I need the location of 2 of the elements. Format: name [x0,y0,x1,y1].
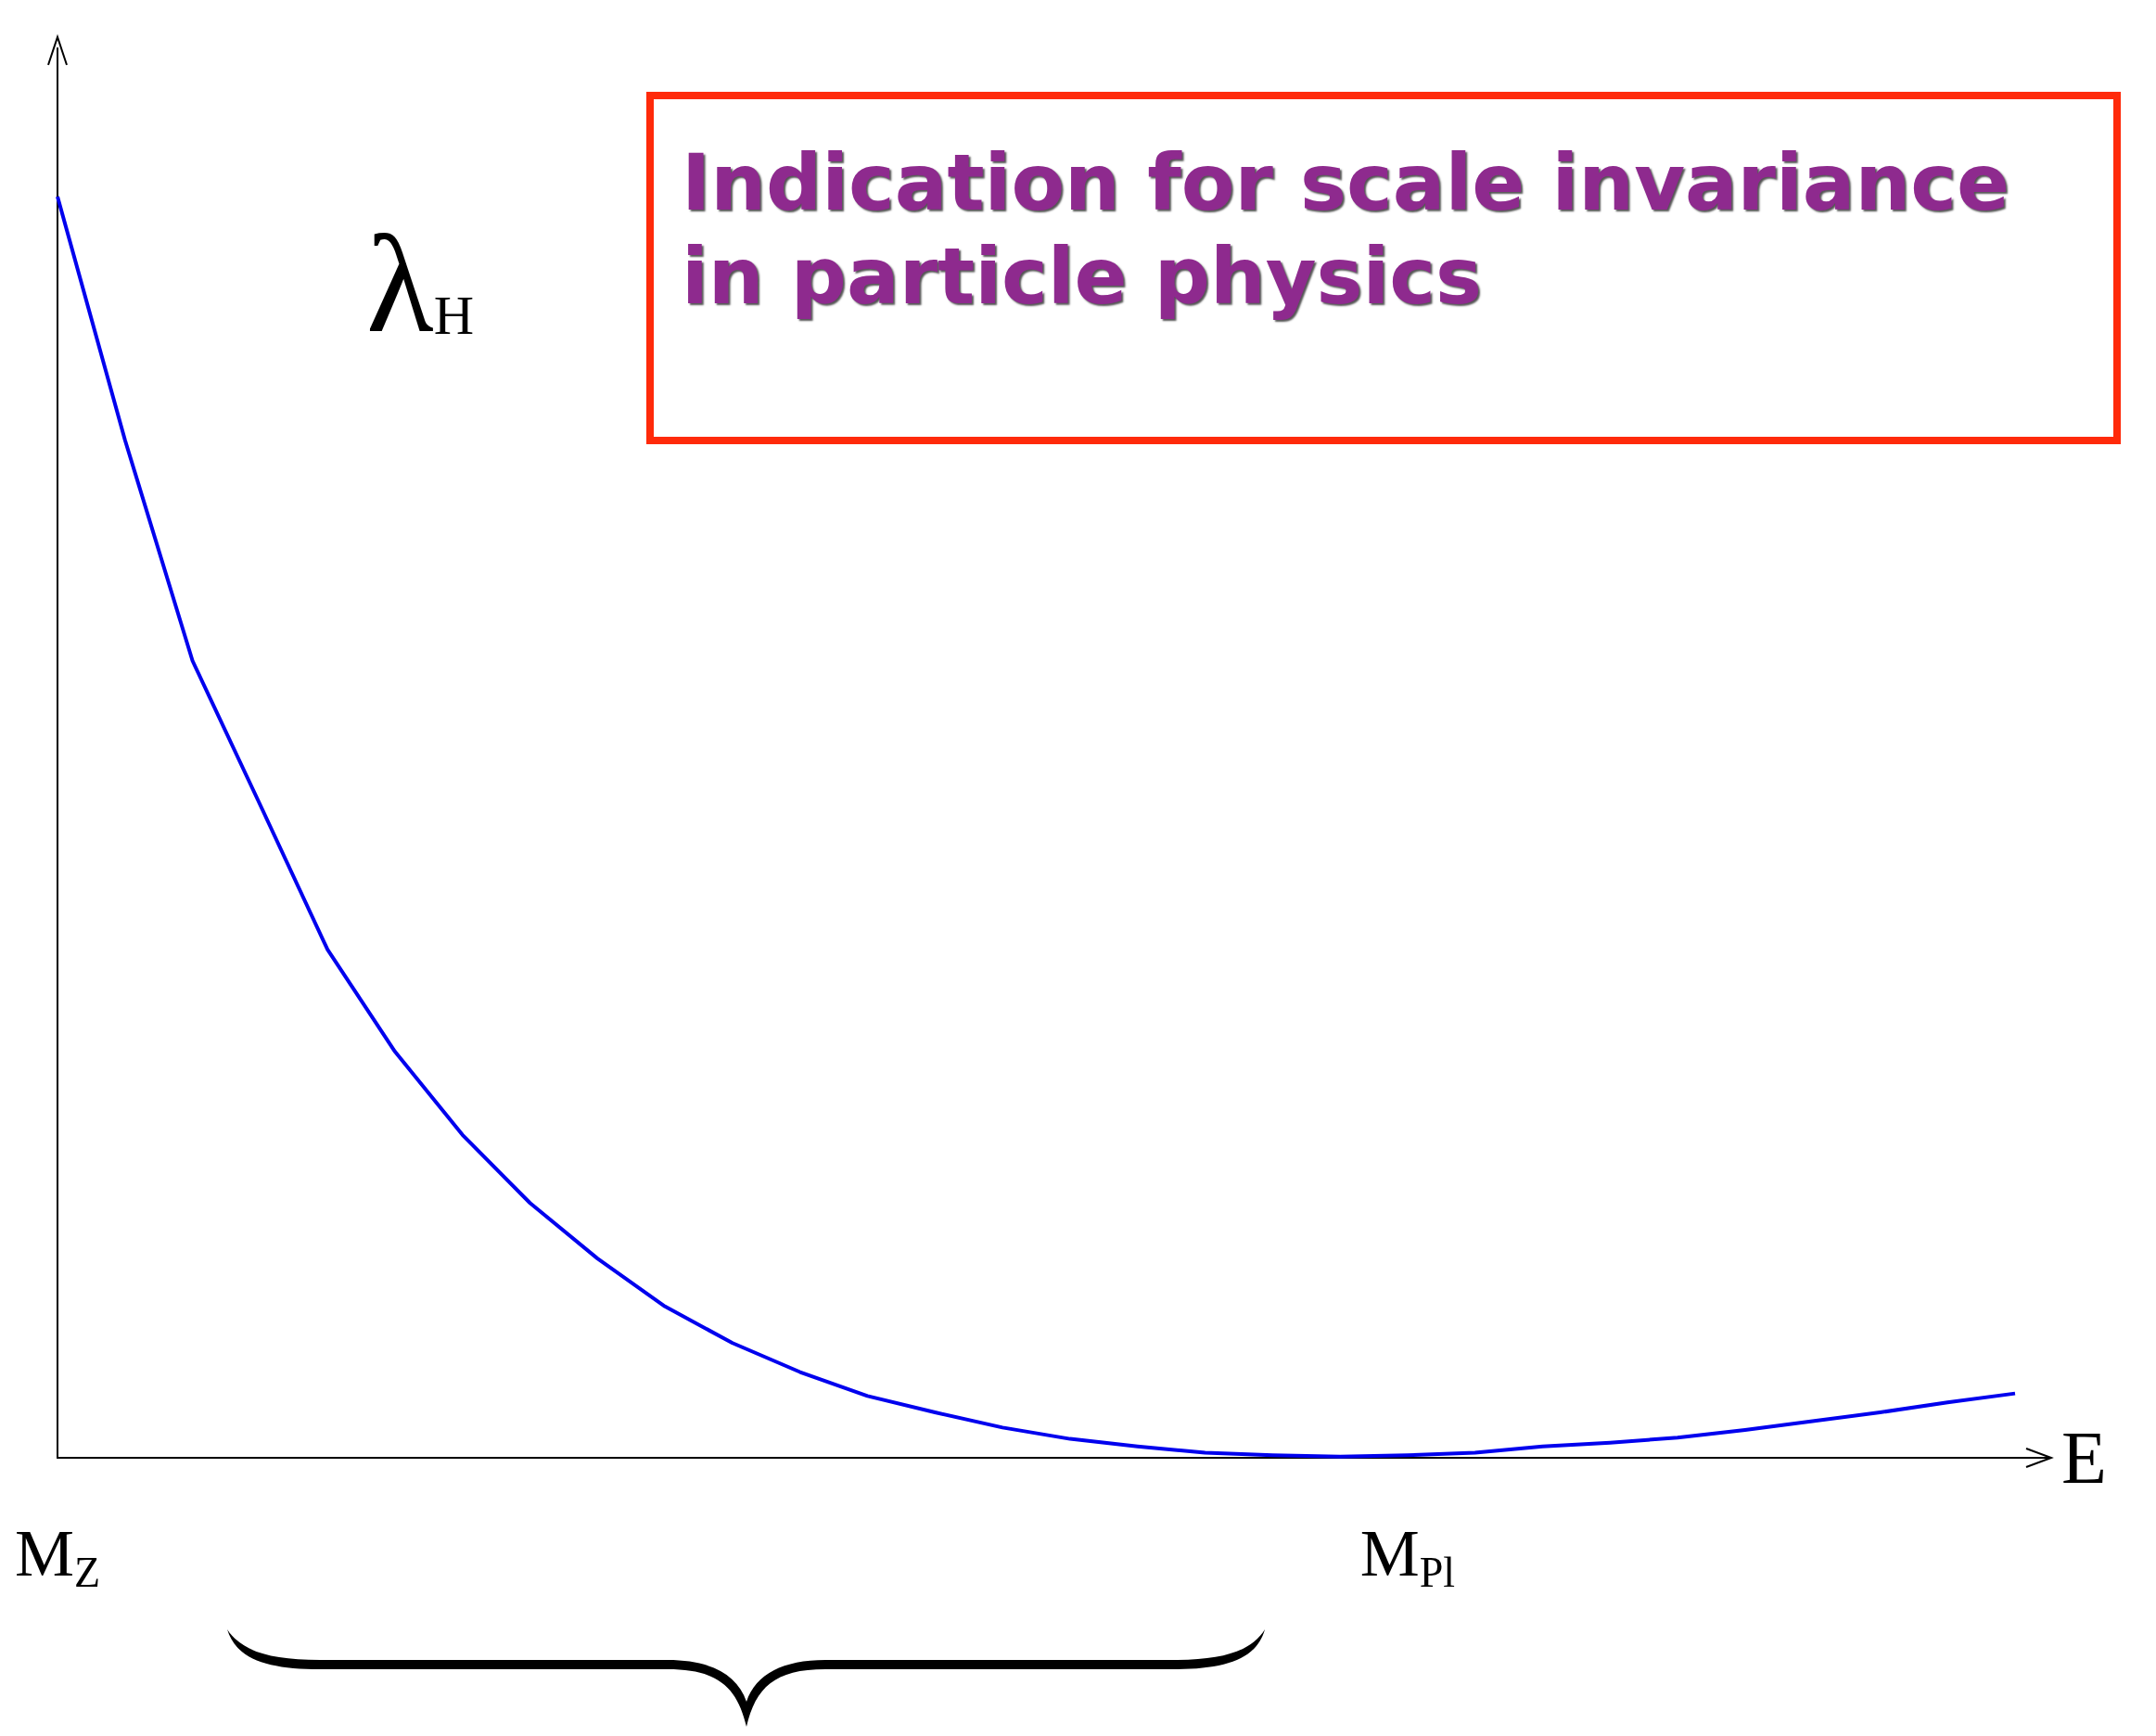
x-axis-title: E [2061,1417,2107,1499]
chart-title: Indication for scale invariance in particle physics [646,92,2121,444]
